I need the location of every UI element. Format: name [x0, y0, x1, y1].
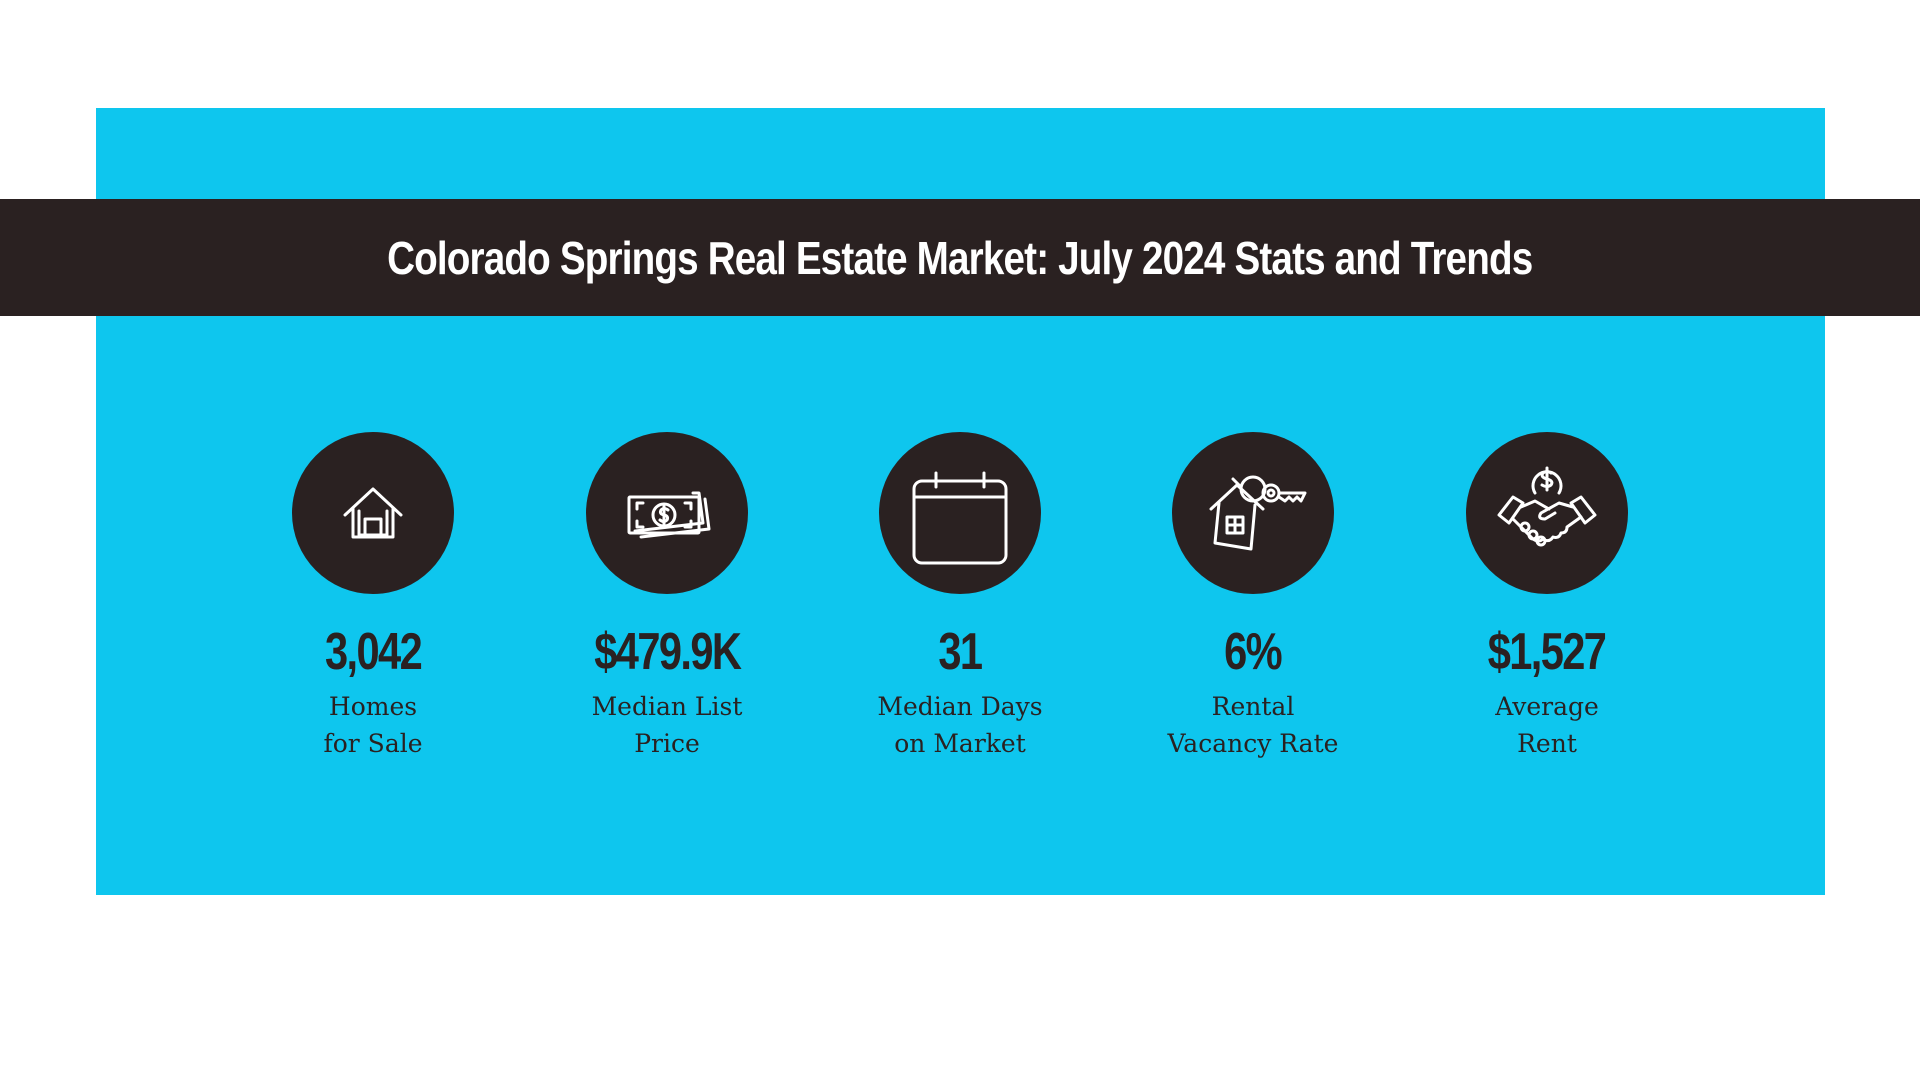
stat-rental-vacancy-rate: 6% Rental Vacancy Rate — [1133, 432, 1373, 762]
house-icon-circle — [292, 432, 454, 594]
stat-value: $1,527 — [1488, 623, 1607, 681]
stat-value: $479.9K — [593, 623, 742, 681]
stat-average-rent: $1,527 Average Rent — [1427, 432, 1667, 762]
stat-median-list-price: $479.9K Median List Price — [547, 432, 787, 762]
stat-label: Rental Vacancy Rate — [1167, 692, 1339, 758]
stat-label: Median List Price — [591, 692, 743, 758]
stat-median-days-on-market: 31 Median Days on Market — [840, 432, 1080, 762]
stat-label: Average Rent — [1495, 692, 1599, 758]
calendar-icon-circle — [879, 432, 1041, 594]
calendar-icon — [912, 471, 1008, 565]
stats-row: 3,042 Homes for Sale $479.9K Median List — [0, 432, 1920, 772]
handshake-dollar-icon — [1497, 466, 1597, 547]
money-bill-icon-circle — [586, 432, 748, 594]
title-banner: Colorado Springs Real Estate Market: Jul… — [0, 199, 1920, 316]
stat-value: 31 — [938, 623, 983, 681]
page-title: Colorado Springs Real Estate Market: Jul… — [387, 231, 1533, 284]
stat-value: 6% — [1224, 623, 1284, 681]
money-bill-icon — [627, 491, 711, 539]
stat-value: 3,042 — [324, 623, 423, 681]
stat-label: Median Days on Market — [877, 692, 1043, 758]
handshake-dollar-icon-circle — [1466, 432, 1628, 594]
stat-homes-for-sale: 3,042 Homes for Sale — [253, 432, 493, 762]
house-key-icon — [1209, 475, 1307, 551]
house-icon — [343, 487, 403, 539]
house-key-icon-circle — [1172, 432, 1334, 594]
stat-label: Homes for Sale — [323, 692, 423, 758]
